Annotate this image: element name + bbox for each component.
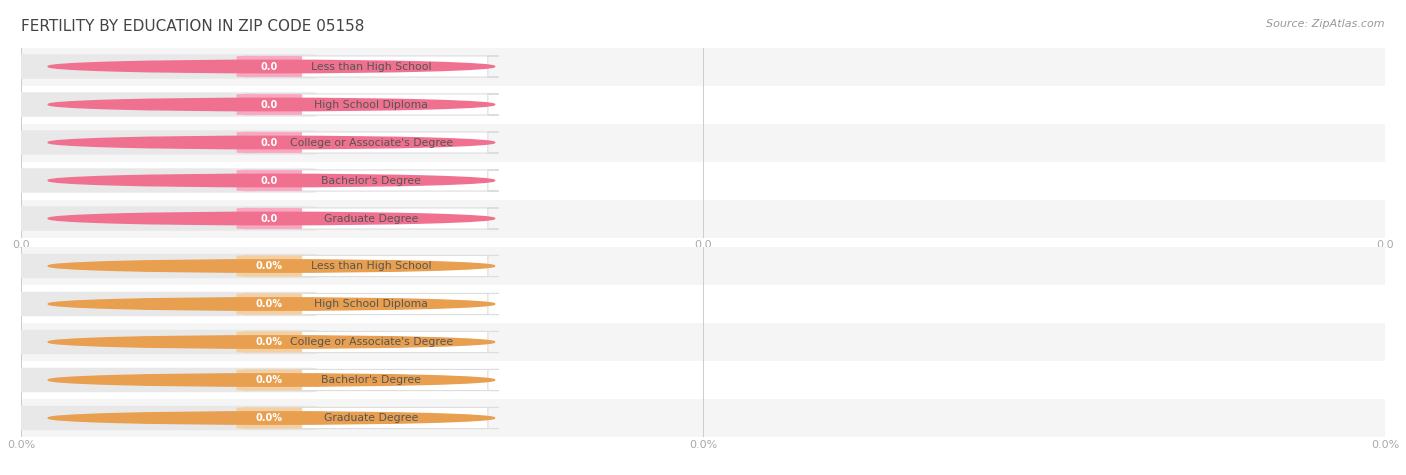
Text: Graduate Degree: Graduate Degree xyxy=(323,413,418,423)
Circle shape xyxy=(48,60,495,73)
FancyBboxPatch shape xyxy=(236,170,302,191)
FancyBboxPatch shape xyxy=(243,332,499,352)
FancyBboxPatch shape xyxy=(11,292,316,316)
Text: College or Associate's Degree: College or Associate's Degree xyxy=(290,337,453,347)
Bar xyxy=(21,285,1385,323)
FancyBboxPatch shape xyxy=(243,208,499,229)
FancyBboxPatch shape xyxy=(236,332,302,352)
Text: 0.0: 0.0 xyxy=(260,99,278,110)
FancyBboxPatch shape xyxy=(11,368,316,392)
Text: Graduate Degree: Graduate Degree xyxy=(323,213,418,224)
FancyBboxPatch shape xyxy=(243,170,499,191)
FancyBboxPatch shape xyxy=(243,294,499,314)
Text: 0.0%: 0.0% xyxy=(256,261,283,271)
Circle shape xyxy=(48,336,495,348)
Bar xyxy=(21,200,1385,238)
Bar xyxy=(21,162,1385,199)
Text: Less than High School: Less than High School xyxy=(311,261,432,271)
Circle shape xyxy=(48,136,495,149)
FancyBboxPatch shape xyxy=(236,294,302,314)
FancyBboxPatch shape xyxy=(243,408,499,428)
Text: 0.0%: 0.0% xyxy=(256,413,283,423)
FancyBboxPatch shape xyxy=(11,130,316,155)
Circle shape xyxy=(48,98,495,111)
Circle shape xyxy=(48,212,495,225)
Circle shape xyxy=(48,412,495,424)
FancyBboxPatch shape xyxy=(11,206,316,231)
FancyBboxPatch shape xyxy=(243,56,499,77)
Text: 0.0: 0.0 xyxy=(260,137,278,148)
Bar xyxy=(21,48,1385,86)
Text: 0.0: 0.0 xyxy=(260,175,278,186)
Circle shape xyxy=(48,260,495,272)
Text: FERTILITY BY EDUCATION IN ZIP CODE 05158: FERTILITY BY EDUCATION IN ZIP CODE 05158 xyxy=(21,19,364,34)
Bar xyxy=(21,247,1385,285)
Text: 0.0%: 0.0% xyxy=(256,375,283,385)
FancyBboxPatch shape xyxy=(11,254,316,278)
FancyBboxPatch shape xyxy=(236,408,302,428)
Bar xyxy=(21,323,1385,361)
Text: Less than High School: Less than High School xyxy=(311,61,432,72)
Text: Bachelor's Degree: Bachelor's Degree xyxy=(321,175,420,186)
Bar xyxy=(21,86,1385,124)
Text: 0.0: 0.0 xyxy=(260,213,278,224)
FancyBboxPatch shape xyxy=(11,406,316,430)
FancyBboxPatch shape xyxy=(236,132,302,153)
FancyBboxPatch shape xyxy=(11,168,316,193)
Circle shape xyxy=(48,298,495,310)
Text: College or Associate's Degree: College or Associate's Degree xyxy=(290,137,453,148)
Text: Source: ZipAtlas.com: Source: ZipAtlas.com xyxy=(1267,19,1385,29)
Text: 0.0%: 0.0% xyxy=(256,299,283,309)
Circle shape xyxy=(48,374,495,386)
FancyBboxPatch shape xyxy=(236,256,302,276)
FancyBboxPatch shape xyxy=(11,330,316,354)
FancyBboxPatch shape xyxy=(236,370,302,390)
Bar xyxy=(21,124,1385,162)
FancyBboxPatch shape xyxy=(11,54,316,79)
FancyBboxPatch shape xyxy=(243,370,499,390)
Text: High School Diploma: High School Diploma xyxy=(314,99,427,110)
FancyBboxPatch shape xyxy=(236,94,302,115)
Bar xyxy=(21,399,1385,437)
FancyBboxPatch shape xyxy=(243,256,499,276)
FancyBboxPatch shape xyxy=(243,94,499,115)
FancyBboxPatch shape xyxy=(11,92,316,117)
Text: High School Diploma: High School Diploma xyxy=(314,299,427,309)
FancyBboxPatch shape xyxy=(236,56,302,77)
Text: Bachelor's Degree: Bachelor's Degree xyxy=(321,375,420,385)
FancyBboxPatch shape xyxy=(243,132,499,153)
Circle shape xyxy=(48,174,495,187)
Bar xyxy=(21,361,1385,399)
FancyBboxPatch shape xyxy=(236,208,302,229)
Text: 0.0%: 0.0% xyxy=(256,337,283,347)
Text: 0.0: 0.0 xyxy=(260,61,278,72)
